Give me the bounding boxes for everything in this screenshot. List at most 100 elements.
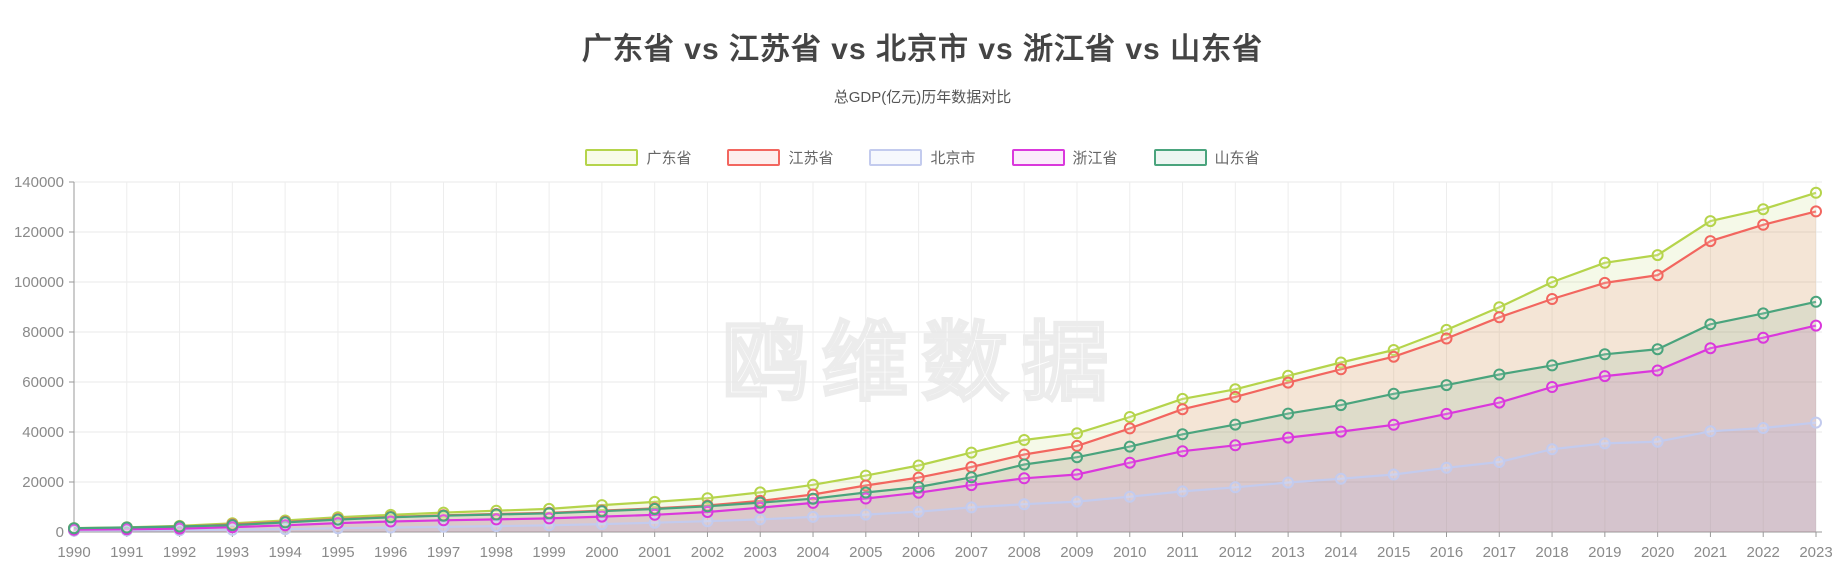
data-point-山东省-2006[interactable] [912,481,925,493]
data-point-山东省-1990[interactable] [68,522,80,535]
data-point-北京市-2010[interactable] [1123,490,1136,503]
data-point-广东省-2016[interactable] [1440,323,1453,336]
data-point-江苏省-2009[interactable] [1071,439,1083,452]
data-point-江苏省-2013[interactable] [1282,376,1295,389]
data-point-江苏省-2018[interactable] [1546,293,1559,305]
data-point-山东省-2020[interactable] [1651,343,1664,356]
data-point-山东省-2005[interactable] [859,486,872,499]
data-point-浙江省-2015[interactable] [1387,418,1400,431]
data-point-北京市-2006[interactable] [912,505,925,518]
data-point-山东省-1997[interactable] [437,509,450,522]
data-point-北京市-2019[interactable] [1598,437,1611,450]
data-point-北京市-2005[interactable] [859,508,872,521]
data-point-北京市-2015[interactable] [1387,468,1400,481]
data-point-江苏省-2021[interactable] [1704,235,1717,248]
data-point-广东省-2023[interactable] [1810,186,1822,199]
data-point-山东省-2022[interactable] [1757,307,1770,320]
data-point-浙江省-2022[interactable] [1757,331,1770,344]
data-point-江苏省-2010[interactable] [1123,422,1136,435]
legend-item-jiangsu[interactable]: 江苏省 [727,147,833,168]
data-point-广东省-2005[interactable] [859,469,872,482]
data-point-北京市-2013[interactable] [1282,476,1295,489]
data-point-江苏省-2012[interactable] [1229,390,1242,403]
data-point-浙江省-2013[interactable] [1282,431,1295,444]
data-point-北京市-2016[interactable] [1440,461,1453,474]
data-point-北京市-2007[interactable] [965,501,978,514]
data-point-浙江省-2014[interactable] [1334,425,1347,438]
data-point-广东省-2017[interactable] [1493,301,1506,314]
data-point-广东省-2011[interactable] [1176,392,1189,405]
data-point-北京市-2022[interactable] [1757,422,1770,434]
data-point-江苏省-2020[interactable] [1651,269,1664,282]
data-point-山东省-2018[interactable] [1546,359,1559,372]
data-point-浙江省-2008[interactable] [1018,472,1031,485]
data-point-江苏省-2023[interactable] [1810,205,1822,218]
data-point-广东省-2010[interactable] [1123,411,1136,423]
data-point-浙江省-2012[interactable] [1229,439,1242,452]
data-point-山东省-2015[interactable] [1387,387,1400,400]
data-point-山东省-2004[interactable] [807,492,819,505]
data-point-山东省-2002[interactable] [701,500,714,513]
data-point-广东省-2019[interactable] [1598,256,1611,269]
data-point-江苏省-2008[interactable] [1018,448,1031,461]
data-point-江苏省-2015[interactable] [1387,350,1400,363]
data-point-浙江省-2017[interactable] [1493,396,1506,409]
data-point-江苏省-2011[interactable] [1176,403,1189,416]
data-point-浙江省-2009[interactable] [1071,468,1083,481]
data-point-山东省-1993[interactable] [226,519,239,532]
data-point-广东省-2018[interactable] [1546,276,1559,289]
data-point-浙江省-2019[interactable] [1598,370,1611,383]
legend-item-guangdong[interactable]: 广东省 [585,147,691,168]
data-point-北京市-2014[interactable] [1334,472,1347,485]
data-point-北京市-2008[interactable] [1018,498,1031,511]
data-point-山东省-2017[interactable] [1493,368,1506,381]
data-point-江苏省-2019[interactable] [1598,276,1611,289]
data-point-江苏省-2017[interactable] [1493,311,1506,324]
data-point-广东省-2022[interactable] [1757,203,1770,216]
data-point-山东省-1992[interactable] [173,520,186,533]
data-point-浙江省-2021[interactable] [1704,342,1717,355]
data-point-山东省-1991[interactable] [120,521,133,534]
data-point-山东省-2008[interactable] [1018,458,1031,471]
data-point-山东省-2012[interactable] [1229,418,1242,431]
data-point-浙江省-2010[interactable] [1123,456,1136,469]
data-point-山东省-2014[interactable] [1334,399,1347,412]
data-point-北京市-2017[interactable] [1493,456,1506,468]
data-point-广东省-2007[interactable] [965,446,978,459]
data-point-山东省-2021[interactable] [1704,318,1717,331]
data-point-北京市-2003[interactable] [754,513,767,526]
data-point-广东省-2021[interactable] [1704,215,1717,228]
data-point-山东省-2010[interactable] [1123,440,1136,453]
data-point-江苏省-2016[interactable] [1440,332,1453,345]
legend-item-shandong[interactable]: 山东省 [1153,147,1260,168]
data-point-广东省-2008[interactable] [1018,434,1031,446]
data-point-山东省-2000[interactable] [595,505,608,518]
data-point-山东省-2019[interactable] [1598,348,1611,361]
data-point-山东省-2007[interactable] [965,471,978,484]
data-point-山东省-1994[interactable] [279,516,292,529]
data-point-山东省-1996[interactable] [384,511,397,524]
data-point-山东省-2009[interactable] [1071,451,1083,464]
data-point-山东省-2016[interactable] [1440,379,1453,392]
data-point-江苏省-2014[interactable] [1334,363,1347,376]
data-point-山东省-2003[interactable] [754,496,767,509]
data-point-北京市-2004[interactable] [807,510,819,523]
data-point-广东省-2004[interactable] [807,478,819,491]
data-point-北京市-2012[interactable] [1229,481,1242,494]
data-point-北京市-2021[interactable] [1704,425,1717,438]
data-point-浙江省-2020[interactable] [1651,364,1664,377]
data-point-浙江省-2023[interactable] [1810,319,1822,332]
data-point-山东省-1999[interactable] [543,507,556,520]
data-point-北京市-2020[interactable] [1651,435,1664,448]
data-point-浙江省-2011[interactable] [1176,445,1189,458]
data-point-山东省-2013[interactable] [1282,407,1295,420]
data-point-山东省-2023[interactable] [1810,295,1822,308]
data-point-北京市-2011[interactable] [1176,485,1189,498]
data-point-浙江省-2016[interactable] [1440,407,1453,420]
data-point-山东省-1995[interactable] [331,513,344,526]
data-point-浙江省-1995[interactable] [331,517,344,530]
data-point-北京市-2018[interactable] [1546,443,1559,456]
legend-item-beijing[interactable]: 北京市 [869,147,976,168]
data-point-广东省-2020[interactable] [1651,249,1664,262]
data-point-浙江省-2018[interactable] [1546,381,1559,393]
